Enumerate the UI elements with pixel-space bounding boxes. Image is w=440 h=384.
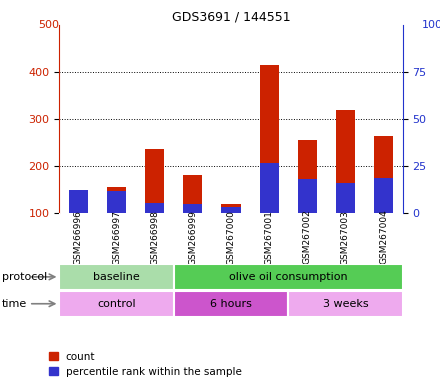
Bar bbox=[298, 179, 317, 213]
Text: GSM267003: GSM267003 bbox=[341, 210, 350, 265]
Bar bbox=[59, 264, 174, 290]
Bar bbox=[336, 109, 355, 213]
Bar bbox=[145, 149, 164, 213]
Bar bbox=[260, 163, 279, 213]
Text: olive oil consumption: olive oil consumption bbox=[229, 272, 348, 282]
Bar bbox=[221, 207, 241, 213]
Bar bbox=[336, 184, 355, 213]
Bar bbox=[59, 291, 174, 317]
Bar bbox=[69, 190, 88, 213]
Text: 3 weeks: 3 weeks bbox=[323, 299, 368, 309]
Text: 6 hours: 6 hours bbox=[210, 299, 252, 309]
Text: GSM266999: GSM266999 bbox=[188, 210, 198, 265]
Bar bbox=[183, 175, 202, 213]
Text: control: control bbox=[97, 299, 136, 309]
Bar bbox=[107, 190, 126, 213]
Text: time: time bbox=[2, 299, 27, 309]
Text: 500: 500 bbox=[38, 20, 59, 30]
Text: GSM267004: GSM267004 bbox=[379, 210, 388, 265]
Text: GSM266998: GSM266998 bbox=[150, 210, 159, 265]
Bar bbox=[183, 204, 202, 213]
Bar bbox=[374, 136, 393, 213]
Text: GSM266996: GSM266996 bbox=[74, 210, 83, 265]
Bar bbox=[69, 194, 88, 213]
Bar bbox=[145, 203, 164, 213]
Text: 100%: 100% bbox=[422, 20, 440, 30]
Text: GSM267001: GSM267001 bbox=[264, 210, 274, 265]
Legend: count, percentile rank within the sample: count, percentile rank within the sample bbox=[49, 352, 242, 377]
Bar bbox=[298, 140, 317, 213]
Bar bbox=[174, 291, 288, 317]
Text: protocol: protocol bbox=[2, 272, 48, 282]
Bar bbox=[260, 65, 279, 213]
Bar bbox=[107, 187, 126, 213]
Bar bbox=[221, 204, 241, 213]
Bar bbox=[288, 291, 403, 317]
Title: GDS3691 / 144551: GDS3691 / 144551 bbox=[172, 11, 290, 24]
Bar bbox=[374, 178, 393, 213]
Text: GSM267002: GSM267002 bbox=[303, 210, 312, 265]
Text: GSM267000: GSM267000 bbox=[227, 210, 235, 265]
Text: baseline: baseline bbox=[93, 272, 140, 282]
Text: GSM266997: GSM266997 bbox=[112, 210, 121, 265]
Bar bbox=[174, 264, 403, 290]
